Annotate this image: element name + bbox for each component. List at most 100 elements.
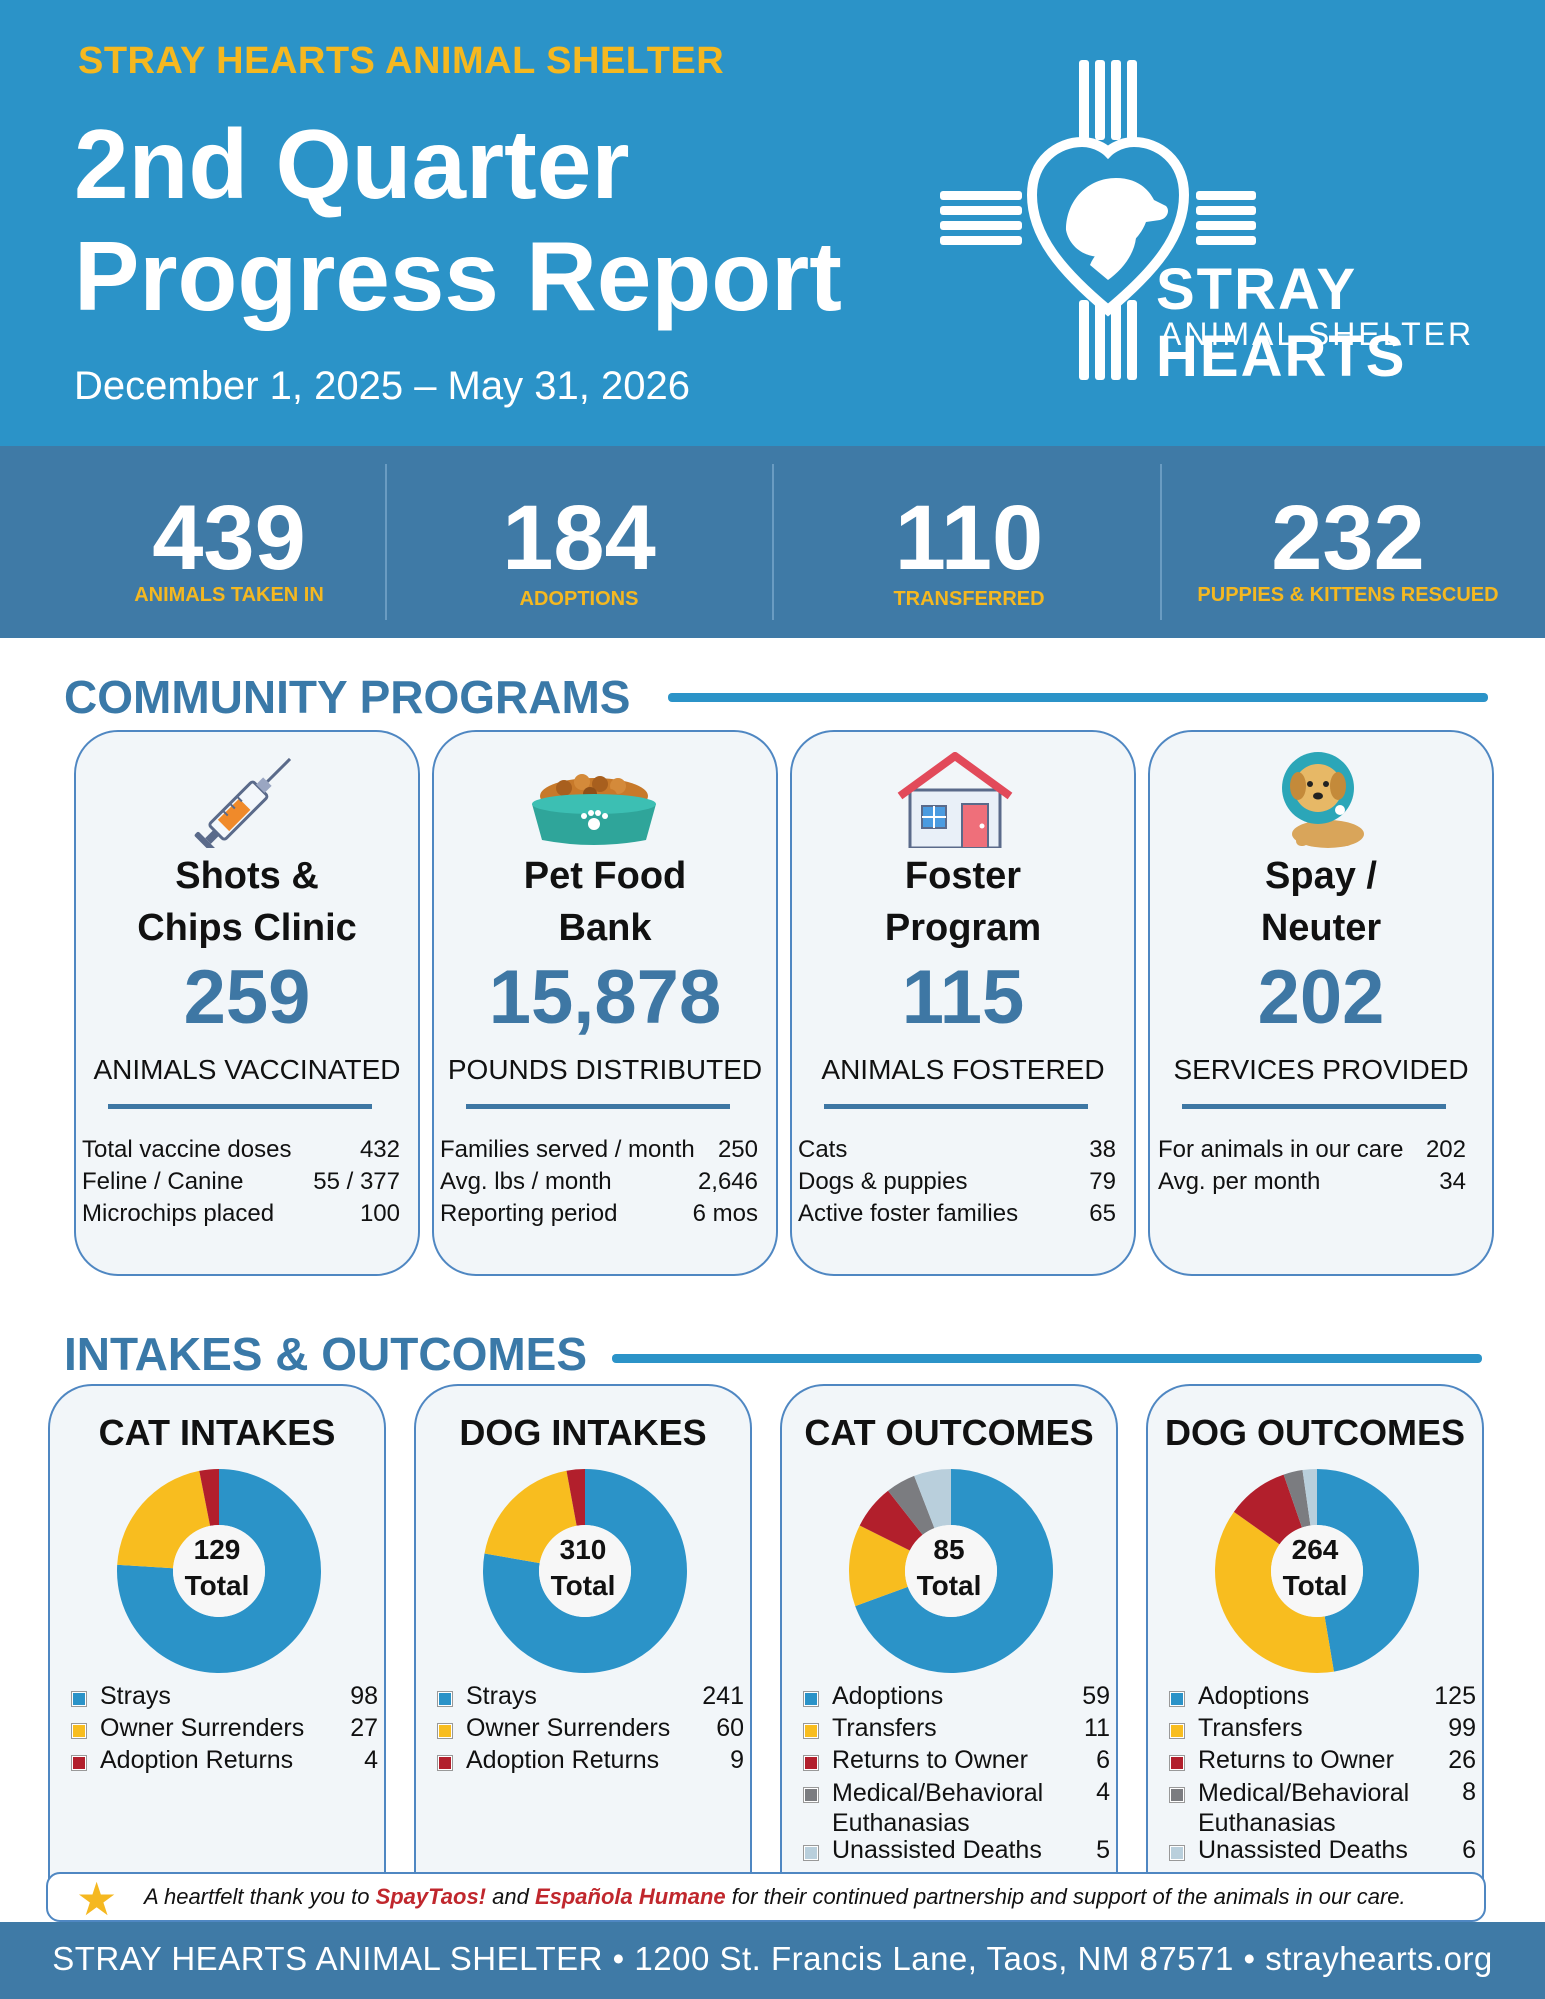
slice-returns-to-owner — [859, 1490, 923, 1551]
legend-item: Owner Surrenders 60 — [437, 1714, 744, 1746]
legend-swatch — [803, 1723, 819, 1739]
card-rule — [824, 1104, 1088, 1109]
total-value: 264 — [1291, 1534, 1339, 1565]
stat-label: PUPPIES & KITTENS RESCUED — [1197, 584, 1499, 606]
total-value: 85 — [933, 1534, 965, 1565]
program-name-line-2: Chips Clinic — [137, 907, 357, 949]
slice-strays — [483, 1469, 687, 1673]
program-value: 115 — [901, 955, 1025, 1040]
detail-row: For animals in our care 202 — [1158, 1134, 1466, 1166]
legend-label: Owner Surrenders — [466, 1714, 671, 1742]
title-line-2: Progress Report — [74, 221, 842, 331]
program-details: For animals in our care 202 Avg. per mont… — [1158, 1134, 1466, 1198]
program-value: 202 — [1257, 955, 1385, 1040]
community-programs-heading: COMMUNITY PROGRAMS — [64, 671, 631, 723]
total-label: Total — [916, 1570, 982, 1601]
legend-label: Unassisted Deaths — [1198, 1836, 1408, 1864]
detail-row: Feline / Canine 55 / 377 — [82, 1166, 400, 1198]
detail-value: 6 mos — [692, 1200, 758, 1227]
detail-value: 34 — [1439, 1168, 1466, 1195]
legend-item: Transfers 11 — [803, 1714, 1110, 1746]
program-card-spay-neuter: Spay / Neuter 202 SERVICES PROVIDED For … — [1148, 730, 1494, 1276]
total-value: 310 — [559, 1534, 607, 1565]
slice-returns-to-owner — [1233, 1474, 1302, 1545]
title-line-1: 2nd Quarter — [74, 109, 630, 219]
program-name-line-1: Foster — [904, 855, 1022, 897]
legend-item: Adoption Returns 9 — [437, 1746, 744, 1778]
total-label: Total — [550, 1570, 616, 1601]
program-name-line-2: Neuter — [1260, 907, 1382, 949]
stat-value: 110 — [894, 487, 1044, 589]
detail-label: Families served / month — [440, 1136, 695, 1163]
legend-label: Medical/Behavioral Euthanasias — [832, 1779, 1044, 1837]
chart-legend: Strays 241 Owner Surrenders 60 Adoption Retu… — [437, 1682, 744, 1778]
logo-name: STRAY HEARTS — [1156, 257, 1407, 389]
stat-divider — [1160, 464, 1162, 620]
zia-heart-logo-icon — [940, 60, 1256, 380]
detail-value: 250 — [717, 1136, 758, 1163]
legend-value: 99 — [1448, 1714, 1476, 1742]
program-unit: ANIMALS FOSTERED — [821, 1054, 1105, 1085]
donut-total: 310 Total — [416, 1532, 750, 1604]
legend-value: 60 — [716, 1714, 744, 1742]
detail-row: Total vaccine doses 432 — [82, 1134, 400, 1166]
intakes-outcomes-heading: INTAKES & OUTCOMES — [64, 1328, 588, 1380]
chart-legend: Strays 98 Owner Surrenders 27 Adoption Retur… — [71, 1682, 378, 1778]
legend-value: 27 — [350, 1714, 378, 1742]
legend-label: Adoptions — [832, 1682, 944, 1710]
syringe-icon — [194, 757, 292, 848]
program-name-line-1: Spay / — [1265, 855, 1377, 897]
thank-you-text: A heartfelt thank you to SpayTaos! and E… — [144, 1884, 1406, 1910]
stat-divider — [772, 464, 774, 620]
detail-row: Avg. per month 34 — [1158, 1166, 1466, 1198]
detail-value: 55 / 377 — [313, 1168, 400, 1195]
donut-chart — [1215, 1469, 1419, 1673]
program-name: Pet Food Bank — [434, 850, 776, 954]
donut-total: 129 Total — [50, 1532, 384, 1604]
chart-card-dog-intakes: DOG INTAKES 310 Total Strays 241 Owner Surren… — [414, 1384, 752, 1904]
legend-swatch — [1169, 1691, 1185, 1707]
slice-adoptions — [855, 1469, 1053, 1673]
detail-label: Dogs & puppies — [798, 1168, 968, 1195]
detail-label: Feline / Canine — [82, 1168, 244, 1195]
legend-item: Medical/Behavioral Euthanasias 4 — [803, 1778, 1110, 1837]
donut-total: 85 Total — [782, 1532, 1116, 1604]
program-value: 15,878 — [488, 955, 722, 1040]
slice-owner-surrenders — [484, 1470, 577, 1564]
total-value: 129 — [193, 1534, 241, 1565]
program-name-line-1: Shots & — [175, 855, 319, 897]
detail-row: Microchips placed 100 — [82, 1198, 400, 1230]
detail-value: 38 — [1089, 1136, 1116, 1163]
legend-label: Returns to Owner — [1198, 1746, 1394, 1774]
stat-label: ANIMALS TAKEN IN — [134, 584, 324, 606]
program-name: Foster Program — [792, 850, 1134, 954]
program-details: Cats 38 Dogs & puppies 79 Active foster fa… — [798, 1134, 1116, 1230]
page-title: 2nd Quarter Progress Report — [74, 108, 842, 332]
legend-value: 8 — [1462, 1778, 1476, 1806]
dog-cone-icon — [1282, 752, 1364, 848]
donut-hole — [539, 1525, 631, 1617]
section-rule — [612, 1354, 1482, 1363]
logo-subtitle: ANIMAL SHELTER — [1160, 316, 1475, 352]
legend-swatch — [803, 1691, 819, 1707]
legend-value: 26 — [1448, 1746, 1476, 1774]
slice-unassisted-deaths — [1302, 1469, 1317, 1526]
slice-adoption-returns — [199, 1469, 219, 1526]
detail-label: Cats — [798, 1136, 848, 1163]
legend-label: Adoptions — [1198, 1682, 1310, 1710]
legend-item: Medical/Behavioral Euthanasias 8 — [1169, 1778, 1476, 1837]
legend-swatch — [71, 1755, 87, 1771]
legend-value: 98 — [350, 1682, 378, 1710]
legend-value: 4 — [1096, 1778, 1110, 1806]
legend-value: 125 — [1434, 1682, 1476, 1710]
stat-puppies-kittens: 232 PUPPIES & KITTENS RESCUED — [1155, 446, 1541, 638]
legend-label: Adoption Returns — [466, 1746, 660, 1774]
legend-label: Medical/Behavioral Euthanasias — [1198, 1779, 1410, 1837]
slice-transfers — [1215, 1511, 1334, 1673]
card-rule — [108, 1104, 372, 1109]
chart-title: DOG INTAKES — [459, 1412, 707, 1453]
legend-swatch — [1169, 1723, 1185, 1739]
detail-value: 202 — [1425, 1136, 1466, 1163]
house-icon — [897, 752, 1013, 848]
chart-legend: Adoptions 59 Transfers 11 Returns to Owner 6 M… — [803, 1682, 1110, 1868]
